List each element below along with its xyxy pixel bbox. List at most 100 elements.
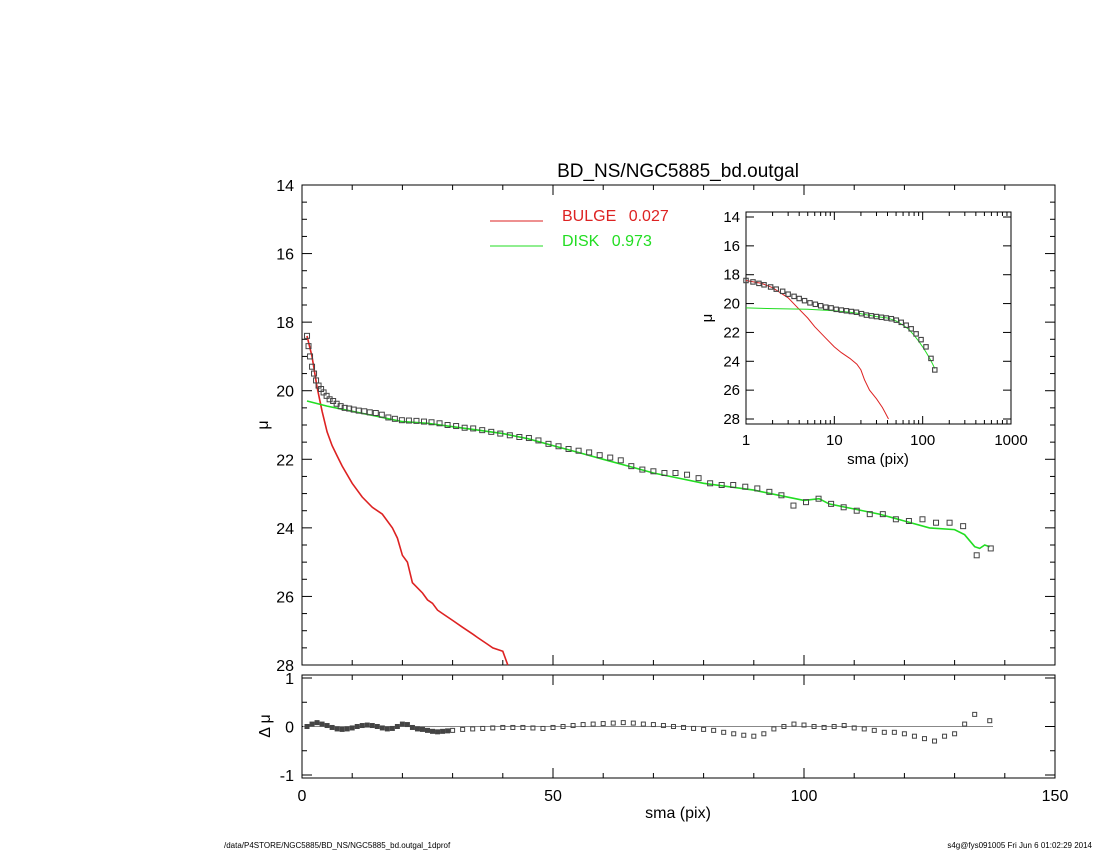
main-data-point (436, 420, 443, 427)
x-axis-label: sma (pix) (645, 805, 711, 822)
residual-point (470, 726, 476, 732)
residual-point (369, 723, 375, 729)
main-data-point (617, 457, 624, 464)
residual-y-ticks: -1 0 1 (280, 671, 1055, 785)
residual-point (384, 726, 390, 732)
main-data-point (420, 418, 427, 425)
main-data-point (987, 545, 994, 552)
inset-data-point (848, 308, 855, 315)
residual-y-tick-label: 1 (285, 671, 294, 688)
main-data-point (766, 488, 773, 495)
residual-point (550, 724, 556, 730)
main-data-point (497, 430, 504, 437)
residual-point (430, 728, 436, 734)
residual-point (650, 722, 656, 728)
main-data-point (555, 443, 562, 450)
main-data-point (428, 419, 435, 426)
x-tick-label: 100 (791, 788, 818, 805)
legend: BULGE 0.027 DISK 0.973 (490, 208, 669, 250)
residual-panel: -101 0 50 100 150 Δ μ sma (pix) (257, 671, 1068, 822)
residual-point (972, 711, 978, 717)
residual-point (480, 725, 486, 731)
main-data-point (919, 516, 926, 523)
inset-data-point (903, 322, 909, 328)
residual-point (394, 724, 400, 729)
main-data-point (946, 519, 953, 526)
inset-y-tick-label: 14 (723, 209, 740, 226)
inset-data-point (838, 307, 845, 313)
residual-point (520, 724, 526, 730)
main-data-point (398, 417, 405, 424)
main-data-point (372, 410, 379, 416)
inset-data-point (918, 336, 924, 343)
inset-data-point (898, 319, 904, 326)
main-data-point (754, 485, 761, 492)
main-data-point (405, 417, 412, 424)
main-disk-line (306, 400, 990, 550)
inset-data-point (823, 304, 829, 310)
main-data-point (470, 425, 477, 432)
legend-disk-label: DISK 0.973 (562, 233, 652, 250)
residual-point (942, 733, 948, 739)
inset-data-point (913, 331, 919, 337)
main-data-point (695, 475, 702, 482)
residual-point (660, 723, 666, 729)
main-data-point (933, 519, 940, 526)
residual-point (435, 729, 441, 735)
residual-point (701, 726, 707, 732)
main-data-point (453, 423, 460, 430)
main-data-point (320, 389, 327, 396)
main-data-point (828, 500, 835, 507)
main-data-point (778, 492, 785, 499)
inset-data-point (817, 302, 824, 309)
inset-data-point (883, 315, 890, 321)
inset-data-point (923, 344, 929, 350)
inset-y-tick-label: 16 (723, 238, 740, 255)
legend-bulge-value: 0.027 (629, 208, 669, 225)
main-data-point (973, 552, 980, 559)
main-data-point (840, 504, 847, 511)
residual-point (932, 738, 938, 744)
main-data-point (309, 363, 316, 370)
main-data-point (596, 452, 603, 459)
main-y-tick-label: 16 (276, 247, 294, 264)
inset-data-point (843, 308, 850, 314)
main-data-point (586, 449, 593, 456)
residual-point (425, 727, 430, 733)
inset-x-axis-label: sma (pix) (847, 451, 909, 468)
legend-bulge-name: BULGE (562, 208, 616, 225)
main-data-point (323, 392, 330, 399)
residual-point (891, 729, 897, 735)
residual-point (570, 723, 576, 729)
main-data-point (866, 511, 873, 518)
residual-point (440, 728, 446, 734)
residual-point (334, 726, 340, 732)
residual-point (901, 731, 907, 737)
residual-point (600, 721, 606, 727)
residual-point (620, 720, 626, 726)
main-data-point (337, 403, 344, 410)
inset-data-point (743, 277, 749, 284)
main-data-point (311, 370, 318, 377)
residual-point (741, 732, 747, 738)
inset-data-point (833, 306, 839, 313)
residual-point (751, 733, 757, 739)
main-data-point (672, 470, 679, 476)
residual-point (590, 721, 596, 727)
legend-disk-value: 0.973 (612, 233, 652, 250)
residual-point (409, 724, 415, 730)
main-data-point (355, 407, 362, 414)
main-x-ticks (301, 185, 1056, 665)
residual-point (711, 727, 717, 733)
residual-point (761, 731, 767, 737)
residual-point (691, 725, 697, 731)
inset-data-point (878, 314, 885, 321)
main-data-point (960, 523, 967, 530)
main-y-axis-label: μ (255, 420, 272, 429)
main-data-point (607, 454, 614, 461)
main-bulge-line (306, 335, 509, 666)
residual-point (324, 723, 330, 729)
inset-data-point (828, 305, 834, 311)
footer-user-date: s4g@fys091005 Fri Jun 6 01:02:29 2014 (947, 841, 1092, 850)
residual-point (987, 718, 993, 724)
